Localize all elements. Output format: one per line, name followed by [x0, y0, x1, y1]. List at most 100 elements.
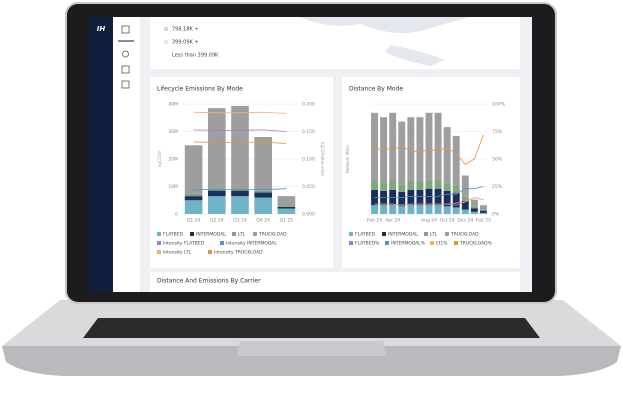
legend-label: LTL%	[436, 241, 448, 247]
legend-label: FLATBED	[355, 232, 376, 238]
legend-swatch	[232, 232, 236, 236]
nav-icon[interactable]	[122, 50, 129, 58]
bar-segment	[207, 108, 226, 189]
legend-label: LTL	[430, 232, 438, 238]
legend-swatch	[349, 232, 353, 236]
y2-tick-label: 0.050	[302, 184, 315, 190]
bar-segment	[254, 192, 273, 198]
bar-segment	[380, 182, 388, 191]
bar-segment	[461, 200, 469, 210]
line-series	[374, 197, 484, 206]
legend-label: Intensity TRUCKLOAD	[214, 250, 263, 256]
keyboard	[83, 318, 540, 338]
y2-tick-label: 0.000	[302, 212, 315, 218]
bar-segment	[434, 188, 442, 206]
map-legend-swatch	[164, 27, 168, 31]
line-series	[193, 111, 287, 114]
bar-segment	[231, 196, 249, 214]
bar-segment	[416, 117, 424, 181]
bar-segment	[398, 121, 406, 185]
bar-segment	[434, 205, 442, 214]
bar-segment	[254, 197, 273, 214]
bar-segment	[277, 206, 296, 207]
line-series	[374, 186, 484, 198]
y2-tick-label: 75%	[492, 129, 503, 135]
legend-label: Intensity FLATBED	[163, 241, 205, 247]
bar-segment	[434, 112, 442, 180]
y2-tick-label: 100%	[492, 102, 506, 108]
line-series	[193, 141, 287, 144]
legend-swatch	[220, 241, 224, 245]
nav-icon[interactable]	[121, 80, 130, 89]
bar-segment	[398, 192, 406, 207]
bar-segment	[380, 190, 388, 206]
legend-swatch	[157, 241, 161, 245]
x-tick-label: Dec 24	[457, 218, 473, 224]
bar-segment	[470, 199, 478, 207]
bar-segment	[452, 135, 460, 186]
legend-swatch	[424, 232, 428, 236]
map-legend-label: Less than 399.09K	[172, 53, 219, 59]
bar-segment	[470, 211, 478, 214]
legend-swatch	[208, 250, 212, 254]
x-tick-label: Q1 25	[280, 218, 294, 224]
bar-segment	[231, 190, 249, 197]
bar-segment	[380, 117, 388, 183]
legend-label: Intensity INTERMODAL	[226, 241, 277, 247]
bar-segment	[452, 193, 460, 208]
y-tick-label: 30M	[168, 129, 178, 135]
bar-segment	[425, 112, 433, 180]
bar-segment	[407, 189, 415, 206]
legend-label: TRUCKLOAD%	[459, 241, 493, 247]
legend-swatch	[157, 250, 161, 254]
legend-swatch	[445, 232, 449, 236]
y2-tick-label: 25%	[492, 184, 503, 190]
map-legend-label: 399.09K +	[172, 40, 199, 46]
bar-segment	[470, 208, 478, 212]
bar-segment	[416, 189, 424, 206]
x-tick-label: Feb 25	[476, 218, 491, 224]
bar-segment	[184, 196, 203, 201]
bar-segment	[389, 181, 397, 190]
panel-title: Distance And Emissions By Carrier	[157, 278, 261, 285]
bar-segment	[398, 184, 406, 192]
bar-segment	[389, 112, 397, 181]
bar-segment	[389, 205, 397, 214]
legend-swatch	[454, 241, 458, 245]
bar-segment	[277, 206, 296, 209]
logo: IH	[97, 25, 106, 33]
y-tick-label: 40M	[168, 102, 178, 108]
legend-label: TRUCKLOAD	[450, 232, 479, 238]
bar-segment	[416, 205, 424, 214]
legend-label: FLATBED%	[355, 241, 380, 247]
y-axis-title: kgCO2e	[157, 151, 162, 167]
nav-icon[interactable]	[121, 25, 130, 34]
bar-segment	[207, 196, 226, 214]
bar-segment	[416, 181, 424, 190]
bar-segment	[461, 209, 469, 214]
bar-segment	[443, 206, 451, 214]
nav-icon[interactable]	[121, 65, 130, 74]
bar-segment	[425, 188, 433, 206]
sidebar	[89, 17, 113, 292]
bar-segment	[407, 205, 415, 214]
legend-swatch	[190, 232, 194, 236]
bar-segment	[371, 112, 378, 181]
bar-segment	[407, 181, 415, 190]
x-tick-label: Q2 24	[210, 218, 224, 224]
x-tick-label: Q1 24	[187, 218, 201, 224]
bar-segment	[184, 200, 203, 214]
x-tick-label: Feb 24	[367, 218, 382, 224]
bar-segment	[425, 179, 433, 189]
map-legend-swatch	[164, 40, 168, 44]
line-series	[374, 134, 484, 166]
legend-swatch	[382, 232, 386, 236]
bar-segment	[452, 185, 460, 194]
nav-panel	[113, 17, 140, 292]
x-tick-label: Q4 24	[256, 218, 270, 224]
bar-segment	[371, 181, 378, 190]
legend-label: INTERMODAL	[196, 232, 226, 238]
bar-segment	[398, 206, 406, 214]
y2-tick-label: 0.100	[302, 157, 315, 163]
